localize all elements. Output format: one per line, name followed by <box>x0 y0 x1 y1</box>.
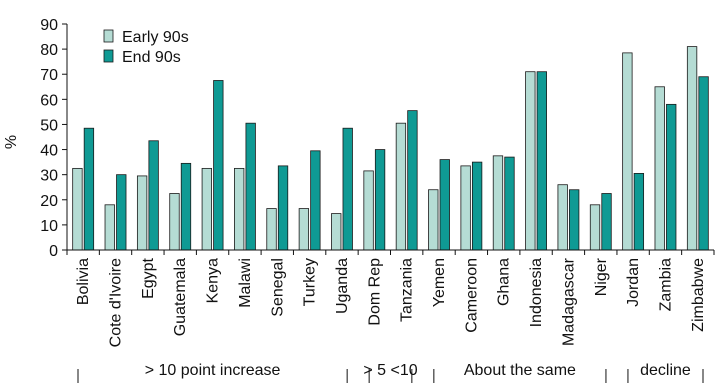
x-tick-label: Kenya <box>205 258 222 303</box>
bar-early-90s <box>266 208 277 251</box>
bar-early-90s <box>298 208 310 251</box>
bar-end-90s <box>407 110 418 251</box>
x-tick-label: Egypt <box>140 257 157 298</box>
bar-end-90s <box>471 161 483 251</box>
legend-swatch <box>103 49 114 63</box>
bars <box>72 46 709 251</box>
bar-early-90s <box>234 167 245 251</box>
bar-early-90s <box>428 189 439 251</box>
x-tick-label: Yemen <box>431 258 448 307</box>
bar-end-90s <box>439 159 450 251</box>
bar-end-90s <box>504 156 515 251</box>
bar-early-90s <box>460 165 471 251</box>
y-tick-label: 20 <box>40 193 58 210</box>
bar-end-90s <box>666 103 677 251</box>
bar-end-90s <box>698 76 709 251</box>
y-tick-label: 10 <box>40 218 58 235</box>
bar-early-90s <box>136 175 148 251</box>
bar-end-90s <box>180 162 192 251</box>
x-tick-label: Zambia <box>657 258 674 311</box>
y-tick-label: 60 <box>40 92 58 109</box>
y-tick-label: 80 <box>40 42 58 59</box>
x-tick-label: Bolivia <box>75 258 92 305</box>
x-tick-label: Cameroon <box>463 258 480 333</box>
group-label: > 5 <10 <box>363 362 417 379</box>
legend-label: Early 90s <box>122 29 189 46</box>
x-tick-label: Indonesia <box>528 258 545 327</box>
x-tick-label: Dom Rep <box>366 258 383 326</box>
x-tick-label: Niger <box>593 257 610 296</box>
bar-end-90s <box>277 165 289 251</box>
legend-swatch <box>103 29 114 43</box>
bar-early-90s <box>331 213 342 251</box>
y-tick-label: 50 <box>40 117 58 134</box>
bar-early-90s <box>72 167 83 251</box>
bar-early-90s <box>395 122 407 251</box>
legend-label: End 90s <box>122 49 181 66</box>
y-axis-label: % <box>3 135 20 149</box>
x-axis: Bolivia Cote d'Ivoire Egypt Guatemala Kenya M… <box>66 249 715 347</box>
y-axis: 0 10 20 30 40 50 60 70 80 90 <box>40 17 68 260</box>
bar-end-90s <box>569 189 580 251</box>
bar-early-90s <box>525 71 536 251</box>
y-tick-label: 30 <box>40 168 58 185</box>
bar-end-90s <box>536 71 547 251</box>
bar-early-90s <box>686 46 698 251</box>
bar-early-90s <box>201 167 212 251</box>
bar-end-90s <box>245 122 256 251</box>
bar-end-90s <box>374 149 386 251</box>
x-tick-label: Zimbabwe <box>690 258 707 332</box>
category-groups: > 10 point increase > 5 <10 About the same… <box>77 362 704 383</box>
bar-end-90s <box>148 140 159 251</box>
bar-early-90s <box>589 204 601 251</box>
bar-early-90s <box>104 204 115 251</box>
bar-end-90s <box>83 127 95 251</box>
legend: Early 90s End 90s <box>103 29 189 66</box>
group-label: decline <box>640 362 691 379</box>
bar-end-90s <box>213 80 224 251</box>
x-tick-label: Uganda <box>334 258 351 314</box>
x-tick-label: Ghana <box>496 258 513 306</box>
bar-early-90s <box>622 52 633 251</box>
x-tick-label: Malawi <box>237 258 254 308</box>
y-tick-label: 0 <box>49 243 58 260</box>
bar-end-90s <box>342 127 353 251</box>
x-tick-label: Guatemala <box>172 258 189 336</box>
x-tick-label: Jordan <box>625 258 642 307</box>
x-tick-label: Turkey <box>302 258 319 306</box>
group-label: > 10 point increase <box>145 362 281 379</box>
group-label: About the same <box>464 362 576 379</box>
x-tick-label: Madagascar <box>560 257 577 346</box>
bar-end-90s <box>601 193 612 251</box>
bar-early-90s <box>492 155 504 251</box>
bar-early-90s <box>654 86 665 251</box>
x-tick-label: Tanzania <box>399 258 416 322</box>
bar-early-90s <box>363 170 374 251</box>
bar-end-90s <box>116 174 127 251</box>
bar-early-90s <box>557 184 568 251</box>
y-tick-label: 40 <box>40 143 58 160</box>
x-tick-label: Senegal <box>269 258 286 317</box>
bar-early-90s <box>169 193 180 251</box>
y-tick-label: 90 <box>40 17 58 34</box>
bar-end-90s <box>310 150 321 251</box>
bar-end-90s <box>633 173 645 251</box>
y-tick-label: 70 <box>40 67 58 84</box>
x-tick-label: Cote d'Ivoire <box>108 258 125 347</box>
